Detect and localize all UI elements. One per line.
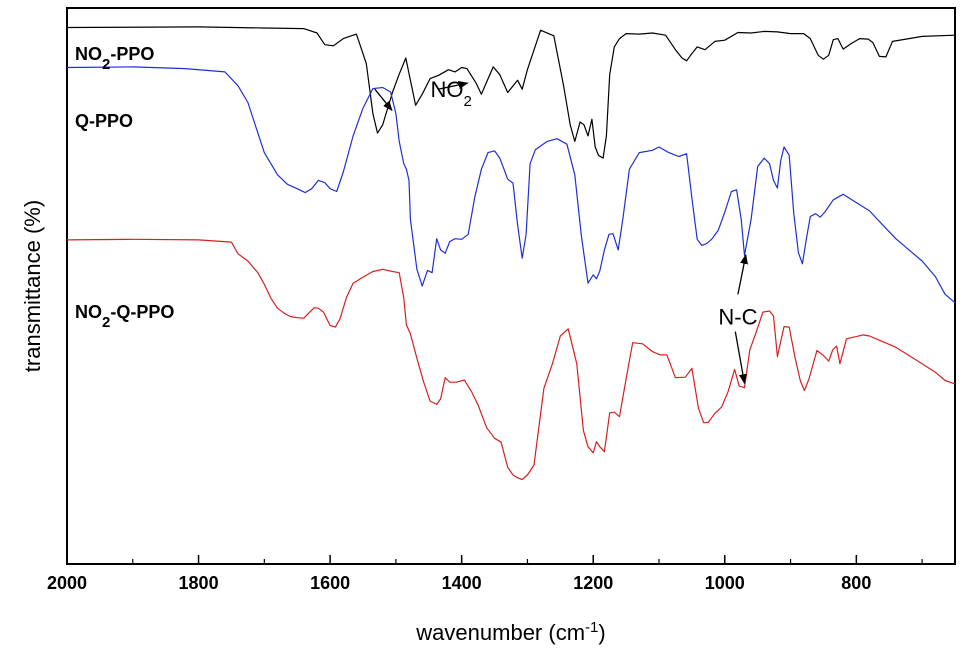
x-tick-label: 1800 (179, 573, 219, 593)
series-line-0 (66, 26, 956, 159)
x-tick-label: 1400 (442, 573, 482, 593)
annotation-label-1: N-C (718, 305, 757, 330)
y-axis-title: transmittance (%) (20, 200, 45, 372)
annotation-arrow (734, 331, 747, 385)
annotations: NO2 N-C (374, 77, 758, 385)
annotation-arrow (438, 81, 469, 90)
annotation-arrow (374, 88, 393, 112)
annotation-label-0: NO2 (430, 77, 471, 110)
x-tick-label: 1000 (705, 573, 745, 593)
series-label-0: NO2-PPO (75, 44, 154, 73)
x-tick-label: 2000 (47, 573, 87, 593)
x-axis-ticks: 2000 1800 1600 1400 1200 1000 800 (47, 555, 923, 593)
series-layer (66, 26, 956, 481)
series-line-2 (66, 238, 956, 481)
x-axis-title: wavenumber (cm-1) (415, 619, 605, 646)
x-tick-label: 800 (841, 573, 871, 593)
plot-frame (66, 7, 956, 565)
x-tick-label: 1600 (310, 573, 350, 593)
annotation-arrow (737, 253, 748, 295)
series-labels: NO2-PPO Q-PPO NO2-Q-PPO (75, 44, 174, 331)
series-label-2: NO2-Q-PPO (75, 302, 174, 331)
x-tick-label: 1200 (573, 573, 613, 593)
series-line-1 (66, 66, 956, 304)
series-label-1: Q-PPO (75, 111, 133, 131)
